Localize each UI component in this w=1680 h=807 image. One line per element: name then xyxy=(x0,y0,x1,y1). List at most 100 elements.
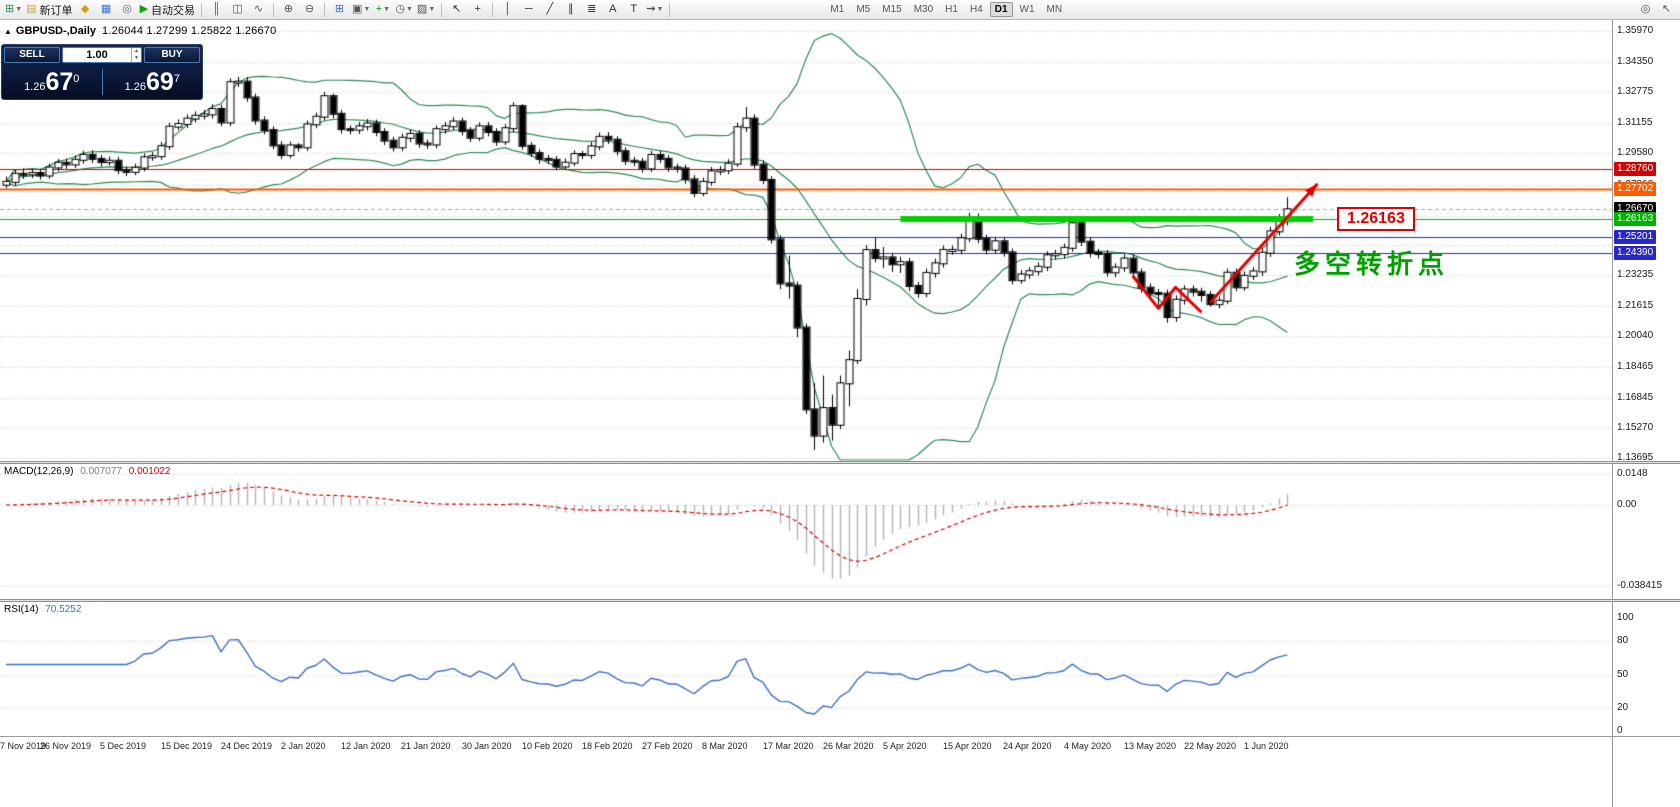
vertical-line-icon: │ xyxy=(504,3,512,15)
arrows-button[interactable]: ⇝ ▼ xyxy=(644,1,665,18)
fibonacci-button[interactable]: ≣ xyxy=(581,1,602,18)
rsi-axis-label: 80 xyxy=(1617,635,1629,646)
autotrading-icon: ▶ xyxy=(139,3,149,15)
date-label: 4 May 2020 xyxy=(1064,741,1112,751)
price-axis[interactable]: 1.359701.343501.327751.311551.295801.279… xyxy=(1612,20,1680,807)
zoom-in-button[interactable]: ⊕ xyxy=(278,1,299,18)
date-label: 24 Dec 2019 xyxy=(221,741,273,751)
timeframe-button-h4[interactable]: H4 xyxy=(969,4,983,15)
indicators-button[interactable]: + ▼ xyxy=(372,1,393,18)
lot-size-value[interactable]: 1.00 xyxy=(86,49,108,61)
macd-axis-label: -0.038415 xyxy=(1617,580,1663,591)
turning-point-annotation[interactable]: 多空转折点 xyxy=(1294,249,1450,279)
chevron-down-icon[interactable]: ▼ xyxy=(405,6,413,13)
pane-splitter-rsi[interactable] xyxy=(0,599,1680,602)
autotrading-button[interactable]: ▶ 自动交易 xyxy=(138,1,197,18)
line-chart-button[interactable]: ∿ xyxy=(248,1,269,18)
chevron-down-icon[interactable]: ▼ xyxy=(15,6,23,13)
channel-button[interactable]: ∥ xyxy=(560,1,581,18)
timeframe-button-w1[interactable]: W1 xyxy=(1019,4,1035,15)
new-chart-button[interactable]: ⊞ ▼ xyxy=(3,1,24,18)
arrange-windows-button[interactable]: ▣ ▼ xyxy=(350,1,372,18)
toolbar: ⊞ ▼ ▤ 新订单 ◆ ▦ ◎ ▶ 自动交易 ║ ◫ ∿ ⊕ ⊖ ⊞ ▣ ▼ + ▼ ◷ ▼ ▨ ▼ ↖ + │ ─ ╱ ∥ ≣ A T ⇝ ▼ M… xyxy=(0,0,1680,20)
label-icon: T xyxy=(630,3,638,15)
time-axis[interactable]: 7 Nov 2019 26 Nov 2019 5 Dec 2019 15 Dec 20… xyxy=(0,737,1612,759)
rsi-axis-label: 100 xyxy=(1617,612,1634,623)
rsi-indicator-label: RSI(14) 70.5252 xyxy=(4,604,81,615)
timeframe-button-mn[interactable]: MN xyxy=(1046,4,1063,15)
macd-title: MACD(12,26,9) xyxy=(4,466,74,477)
date-label: 26 Mar 2020 xyxy=(823,741,874,751)
one-click-collapse-icon[interactable]: ▲ xyxy=(4,26,12,36)
market-watch-button[interactable]: ◆ xyxy=(75,1,96,18)
price-divider xyxy=(101,69,103,95)
date-label: 22 May 2020 xyxy=(1184,741,1237,751)
timeframe-button-m15[interactable]: M15 xyxy=(882,4,902,15)
data-window-button[interactable]: ▦ xyxy=(96,1,117,18)
crosshair-button[interactable]: + xyxy=(467,1,488,18)
chevron-down-icon[interactable]: ▼ xyxy=(363,6,371,13)
bar-chart-button[interactable]: ║ xyxy=(206,1,227,18)
label-button[interactable]: T xyxy=(623,1,644,18)
zoom-in-icon: ⊕ xyxy=(283,3,294,15)
periods-icon: ◷ xyxy=(395,3,405,15)
horizontal-line-icon: ─ xyxy=(524,3,533,15)
price-chart-canvas[interactable] xyxy=(0,20,1612,807)
date-label: 5 Apr 2020 xyxy=(883,741,927,751)
candlestick-chart-button[interactable]: ◫ xyxy=(227,1,248,18)
lot-spinner: ▲ ▼ xyxy=(131,48,141,62)
lot-size-input[interactable]: 1.00 ▲ ▼ xyxy=(62,47,142,63)
vertical-line-button[interactable]: │ xyxy=(497,1,518,18)
toolbar-separator xyxy=(273,2,275,17)
search-button[interactable]: ◎ xyxy=(1635,1,1656,18)
ask-price-pip-digit: 7 xyxy=(173,73,180,85)
navigator-button[interactable]: ◎ xyxy=(117,1,138,18)
price-axis-label: 1.23235 xyxy=(1617,269,1654,280)
bid-price-big-digits: 67 xyxy=(45,68,74,96)
new-chart-icon: ⊞ xyxy=(5,3,15,15)
horizontal-line-button[interactable]: ─ xyxy=(518,1,539,18)
autotrading-button-label: 自动交易 xyxy=(151,4,196,17)
price-axis-label: 1.31155 xyxy=(1617,117,1653,128)
date-label: 13 May 2020 xyxy=(1124,741,1177,751)
price-tag-1.25201: 1.25201 xyxy=(1614,230,1657,244)
ask-price-big-digits: 69 xyxy=(145,68,174,96)
indicators-icon: + xyxy=(375,3,383,15)
tile-windows-icon: ⊞ xyxy=(334,3,345,15)
line-chart-icon: ∿ xyxy=(253,3,264,15)
quick-nav-button[interactable]: ↖ xyxy=(1656,1,1677,18)
lot-increase-button[interactable]: ▲ xyxy=(134,48,139,54)
toolbar-separator xyxy=(201,2,203,17)
bid-price-pip-digit: 0 xyxy=(73,73,80,85)
chevron-down-icon[interactable]: ▼ xyxy=(383,6,391,13)
timeframe-button-m1[interactable]: M1 xyxy=(830,4,845,15)
price-axis-label: 1.21615 xyxy=(1617,300,1654,311)
pane-splitter-macd[interactable] xyxy=(0,461,1680,464)
templates-button[interactable]: ▨ ▼ xyxy=(415,1,437,18)
timeframe-button-d1[interactable]: D1 xyxy=(989,2,1013,17)
date-label: 5 Dec 2019 xyxy=(100,741,147,751)
date-label: 15 Dec 2019 xyxy=(161,741,213,751)
date-label: 15 Apr 2020 xyxy=(943,741,992,751)
sell-button[interactable]: SELL xyxy=(4,47,60,63)
resistance-price-label[interactable]: 1.26163 xyxy=(1337,207,1415,231)
chevron-down-icon[interactable]: ▼ xyxy=(428,6,436,13)
text-button[interactable]: A xyxy=(602,1,623,18)
zoom-out-icon: ⊖ xyxy=(304,3,315,15)
buy-button[interactable]: BUY xyxy=(144,47,200,63)
text-icon: A xyxy=(609,3,617,15)
cursor-button[interactable]: ↖ xyxy=(446,1,467,18)
timeframe-button-h1[interactable]: H1 xyxy=(945,4,958,15)
lot-decrease-button[interactable]: ▼ xyxy=(134,55,139,61)
rsi-title: RSI(14) xyxy=(4,604,39,615)
chevron-down-icon[interactable]: ▼ xyxy=(656,6,664,13)
new-order-button[interactable]: ▤ 新订单 xyxy=(24,1,74,18)
timeframe-button-m30[interactable]: M30 xyxy=(913,4,934,15)
timeframe-button-m5[interactable]: M5 xyxy=(856,4,871,15)
date-label: 27 Feb 2020 xyxy=(642,741,693,751)
tile-windows-button[interactable]: ⊞ xyxy=(329,1,350,18)
zoom-out-button[interactable]: ⊖ xyxy=(299,1,320,18)
periods-button[interactable]: ◷ ▼ xyxy=(393,1,415,18)
trendline-button[interactable]: ╱ xyxy=(539,1,560,18)
